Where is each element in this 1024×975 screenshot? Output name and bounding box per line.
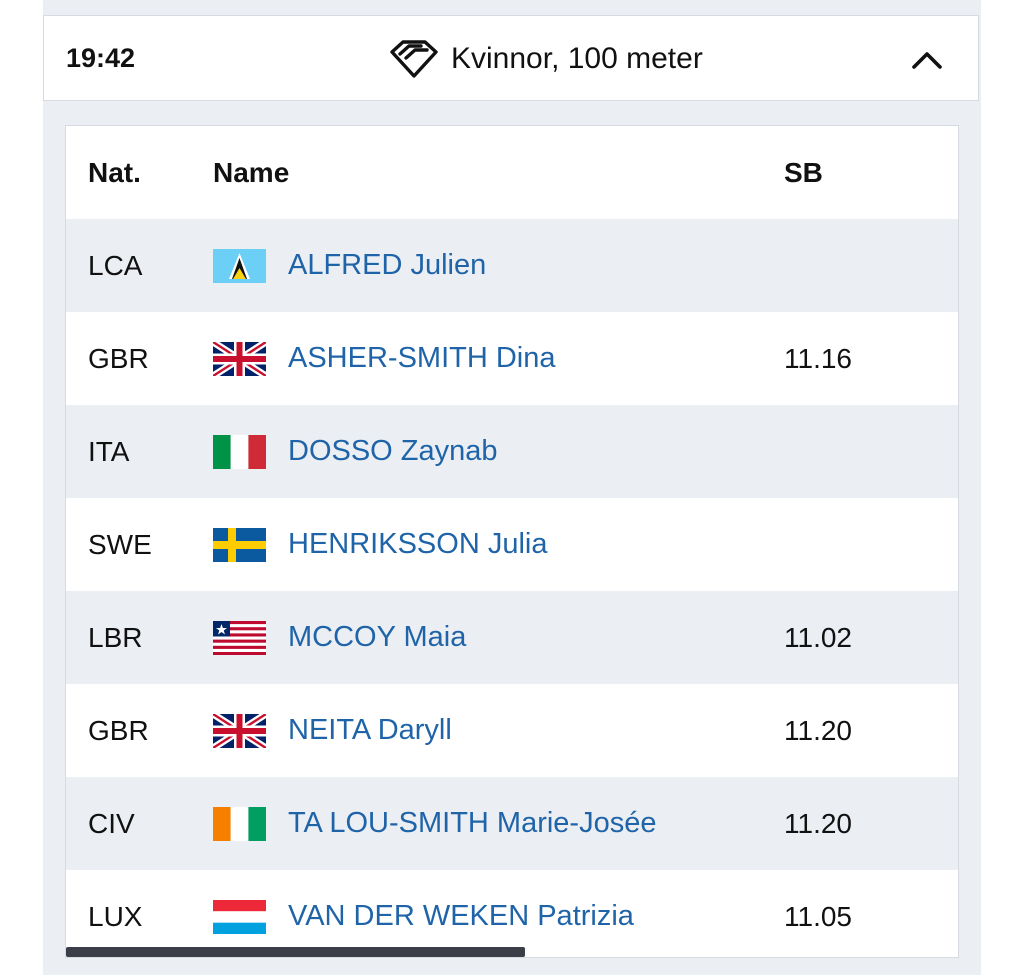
athlete-name-link[interactable]: TA LOU-SMITH Marie-Josée — [288, 807, 657, 839]
diamond-icon — [390, 40, 438, 78]
athlete-name-link[interactable]: HENRIKSSON Julia — [288, 528, 548, 560]
athlete-name-link[interactable]: ASHER-SMITH Dina — [288, 342, 556, 374]
nationality-code: GBR — [88, 714, 149, 746]
athlete-name-link[interactable]: VAN DER WEKEN Patrizia — [288, 900, 634, 932]
table-header-row: Nat. Name SB — [66, 126, 958, 219]
flag-sweden-icon — [213, 527, 266, 562]
chevron-up-icon[interactable] — [910, 46, 944, 72]
flag-liberia-icon — [213, 620, 266, 655]
flag-ivory-coast-icon — [213, 806, 266, 841]
table-row: ITA DOSSO Zaynab — [66, 405, 958, 498]
table-row: SWE HENRIKSSON Julia — [66, 498, 958, 591]
athlete-cell: MCCOY Maia — [213, 620, 467, 655]
nationality-code: GBR — [88, 342, 149, 374]
table-row: GBR ASHER-SMITH Dina 11.16 — [66, 312, 958, 405]
athlete-cell: TA LOU-SMITH Marie-Josée — [213, 806, 657, 841]
column-header-name: Name — [213, 156, 290, 188]
nationality-code: SWE — [88, 528, 152, 560]
event-header[interactable]: 19:42 Kvinnor, 100 meter — [43, 15, 979, 101]
table-row: LBR MCCOY Maia 11.02 — [66, 591, 958, 684]
athlete-name-link[interactable]: MCCOY Maia — [288, 621, 467, 653]
season-best: 11.20 — [784, 807, 852, 839]
athlete-cell: VAN DER WEKEN Patrizia — [213, 899, 634, 934]
athlete-name-link[interactable]: DOSSO Zaynab — [288, 435, 498, 467]
column-header-sb: SB — [784, 156, 823, 188]
athlete-name-link[interactable]: NEITA Daryll — [288, 714, 452, 746]
table-row: GBR NEITA Daryll 11.20 — [66, 684, 958, 777]
start-list-table: Nat. Name SB LCA ALFRED Julien GBR ASHER-SMITH… — [65, 125, 959, 958]
flag-great-britain-icon — [213, 713, 266, 748]
table-row: LCA ALFRED Julien — [66, 219, 958, 312]
event-time: 19:42 — [66, 43, 136, 73]
nationality-code: CIV — [88, 807, 135, 839]
nationality-code: LBR — [88, 621, 143, 653]
athlete-cell: DOSSO Zaynab — [213, 434, 498, 469]
column-header-nat: Nat. — [88, 156, 141, 188]
athlete-name-link[interactable]: ALFRED Julien — [288, 249, 487, 281]
horizontal-scrollbar[interactable] — [66, 947, 958, 957]
flag-great-britain-icon — [213, 341, 266, 376]
event-label: Kvinnor, 100 meter — [389, 16, 703, 102]
flag-italy-icon — [213, 434, 266, 469]
flag-luxembourg-icon — [213, 899, 266, 934]
scrollbar-thumb[interactable] — [66, 947, 525, 957]
season-best: 11.02 — [784, 621, 852, 653]
athlete-cell: HENRIKSSON Julia — [213, 527, 548, 562]
season-best: 11.16 — [784, 342, 852, 374]
table-row: LUX VAN DER WEKEN Patrizia 11.05 — [66, 870, 958, 957]
season-best: 11.05 — [784, 900, 852, 932]
nationality-code: ITA — [88, 435, 130, 467]
nationality-code: LUX — [88, 900, 143, 932]
flag-saint-lucia-icon — [213, 248, 266, 283]
nationality-code: LCA — [88, 249, 143, 281]
athlete-cell: ASHER-SMITH Dina — [213, 341, 556, 376]
season-best: 11.20 — [784, 714, 852, 746]
athlete-cell: ALFRED Julien — [213, 248, 487, 283]
athlete-cell: NEITA Daryll — [213, 713, 452, 748]
event-title: Kvinnor, 100 meter — [451, 42, 703, 75]
table-row: CIV TA LOU-SMITH Marie-Josée 11.20 — [66, 777, 958, 870]
